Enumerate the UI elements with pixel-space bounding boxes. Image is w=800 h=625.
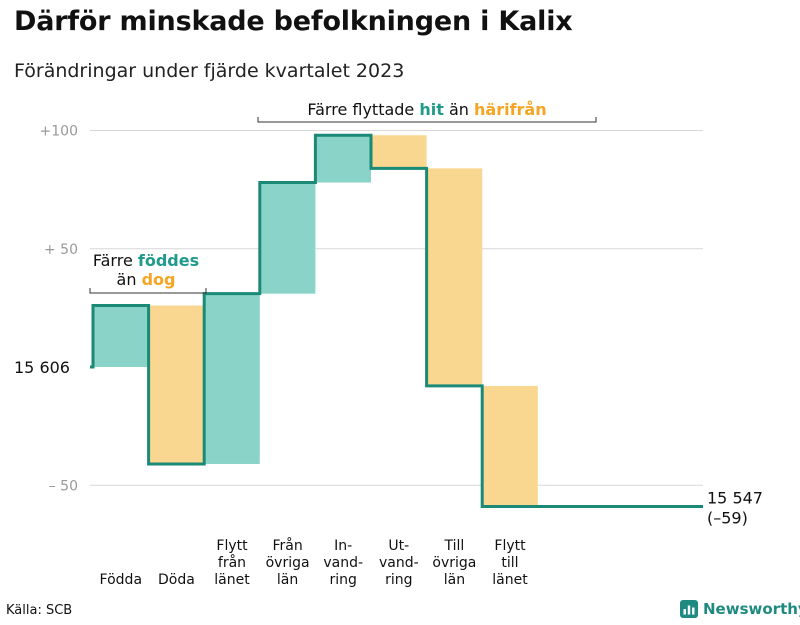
category-label: från [218,554,246,571]
category-label: län [277,572,298,588]
bar-till-övriga-län [426,168,483,386]
bar-chart-icon [680,600,698,618]
category-label: Döda [158,572,195,588]
step-lines [90,133,703,509]
category-label: övriga [432,555,476,571]
gridlines [90,130,703,486]
annotation-part: härifrån [474,100,547,119]
bar-födda [93,305,149,367]
category-label: Ut- [388,538,409,554]
annotation-part: Färre flyttade [307,100,419,119]
annotation-bracket [89,288,207,294]
category-label: länet [492,572,528,588]
category-label: övriga [266,555,310,571]
category-label: vand- [379,555,419,571]
category-label: ring [329,572,356,588]
source-note: Källa: SCB [6,603,73,618]
category-label: Till [444,538,465,554]
category-label: Från [272,537,302,554]
brand-name: Newsworthy [703,600,800,618]
annotation-part: föddes [138,251,199,270]
category-label: In- [334,538,352,554]
category-label: Flytt [494,538,526,554]
annotation-bracket [257,117,597,123]
category-label: län [444,572,465,588]
end-value-label: 15 547 [707,489,763,508]
annotation-migration: Färre flyttade hit än härifrån [307,100,546,119]
annotation-part: hit [419,100,444,119]
annotation-births-line2: än dog [117,270,176,289]
bar-flytt-från-länet [204,293,260,464]
category-label: ring [385,572,412,588]
annotation-part: än [444,100,474,119]
annotation-part: dog [142,270,176,289]
annotation-births-line1: Färre föddes [93,251,199,270]
category-label: vand- [323,555,363,571]
category-label: Flytt [216,538,248,554]
annotation-part: Färre [93,251,138,270]
y-tick-label: + 50 [44,242,78,258]
y-tick-label: +100 [40,124,78,140]
bar-döda [148,305,205,464]
y-tick-label: – 50 [49,478,78,494]
chart-subtitle: Förändringar under fjärde kvartalet 2023 [14,60,405,82]
running-total-line [90,133,703,509]
end-change-label: (–59) [707,509,748,528]
bars [93,135,538,507]
bar-flytt-till-länet [482,385,538,507]
bar-från-övriga-län [259,182,316,294]
category-label: länet [214,572,250,588]
annotation-part: än [117,270,142,289]
start-value-label: 15 606 [14,358,70,377]
category-label: till [501,555,518,571]
brand-logo[interactable]: Newsworthy [680,600,800,618]
chart-title: Därför minskade befolkningen i Kalix [14,6,573,37]
category-label: Födda [100,572,142,588]
bar-in--vand--ring [315,135,371,183]
bar-ut--vand--ring [371,135,427,169]
